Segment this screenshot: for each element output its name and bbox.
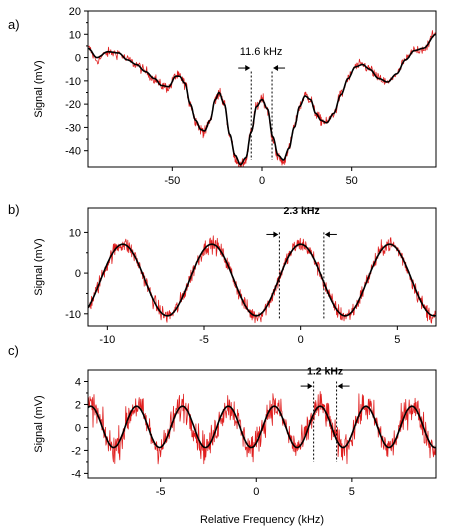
x-axis-title: Relative Frequency (kHz) — [200, 514, 324, 526]
plot-frame — [87, 207, 437, 327]
y-tick-label: -10 — [65, 309, 81, 321]
y-tick-label: 10 — [69, 29, 81, 41]
fit-curve — [88, 405, 436, 449]
y-axis-title: Signal (mV) — [33, 238, 45, 295]
y-axis-title: Signal (mV) — [33, 60, 45, 117]
spacing-label: 11.6 kHz — [240, 46, 283, 58]
panel-label: a) — [8, 17, 20, 32]
y-tick-label: -20 — [65, 99, 81, 111]
arrowhead-right — [273, 65, 279, 72]
x-tick-label: 0 — [253, 486, 259, 498]
panel-b: b) Signal (mV) 10 0 -10 -10 -5 0 5 2.3 kHz — [8, 202, 437, 346]
plot-frame — [87, 10, 437, 168]
x-tick-label: 0 — [298, 334, 304, 346]
panel-label: c) — [8, 343, 19, 358]
x-tick-label: -10 — [99, 334, 115, 346]
y-tick-label: 10 — [69, 227, 81, 239]
x-tick-label: -5 — [156, 486, 166, 498]
spacing-label: 1.2 kHz — [307, 366, 343, 378]
panel-c: c) Signal (mV) Relative Frequency (kHz) 4 2 0… — [8, 343, 437, 526]
arrowhead-right — [324, 231, 330, 238]
y-tick-label: 0 — [75, 268, 81, 280]
y-tick-label: -4 — [71, 468, 81, 480]
y-tick-label: 2 — [75, 399, 81, 411]
arrowhead-left — [273, 231, 279, 238]
y-tick-label: 0 — [75, 422, 81, 434]
y-axis-title: Signal (mV) — [33, 395, 45, 452]
y-tick-label: 4 — [75, 376, 81, 388]
panel-a: a) Signal (mV) 20 10 0 -10 -20 -30 -40 -50 0 50 11.6… — [8, 6, 437, 187]
x-tick-label: 5 — [394, 334, 400, 346]
x-tick-label: -5 — [199, 334, 209, 346]
arrowhead-right — [337, 383, 343, 390]
y-tick-label: -2 — [71, 445, 81, 457]
y-tick-label: 20 — [69, 6, 81, 18]
plot-frame — [87, 369, 437, 479]
fit-curve — [88, 243, 436, 317]
x-tick-label: 0 — [259, 175, 265, 187]
x-tick-label: -50 — [164, 175, 180, 187]
y-tick-label: -30 — [65, 122, 81, 134]
measured-signal — [88, 235, 436, 324]
x-tick-label: 5 — [349, 486, 355, 498]
y-tick-label: -10 — [65, 76, 81, 88]
x-tick-label: 50 — [346, 175, 358, 187]
y-tick-label: 0 — [75, 53, 81, 65]
arrowhead-left — [307, 383, 313, 390]
arrowhead-left — [245, 65, 251, 72]
y-tick-label: -40 — [65, 146, 81, 158]
fit-curve — [88, 33, 436, 166]
panel-label: b) — [8, 202, 20, 217]
spacing-label: 2.3 kHz — [284, 205, 320, 217]
